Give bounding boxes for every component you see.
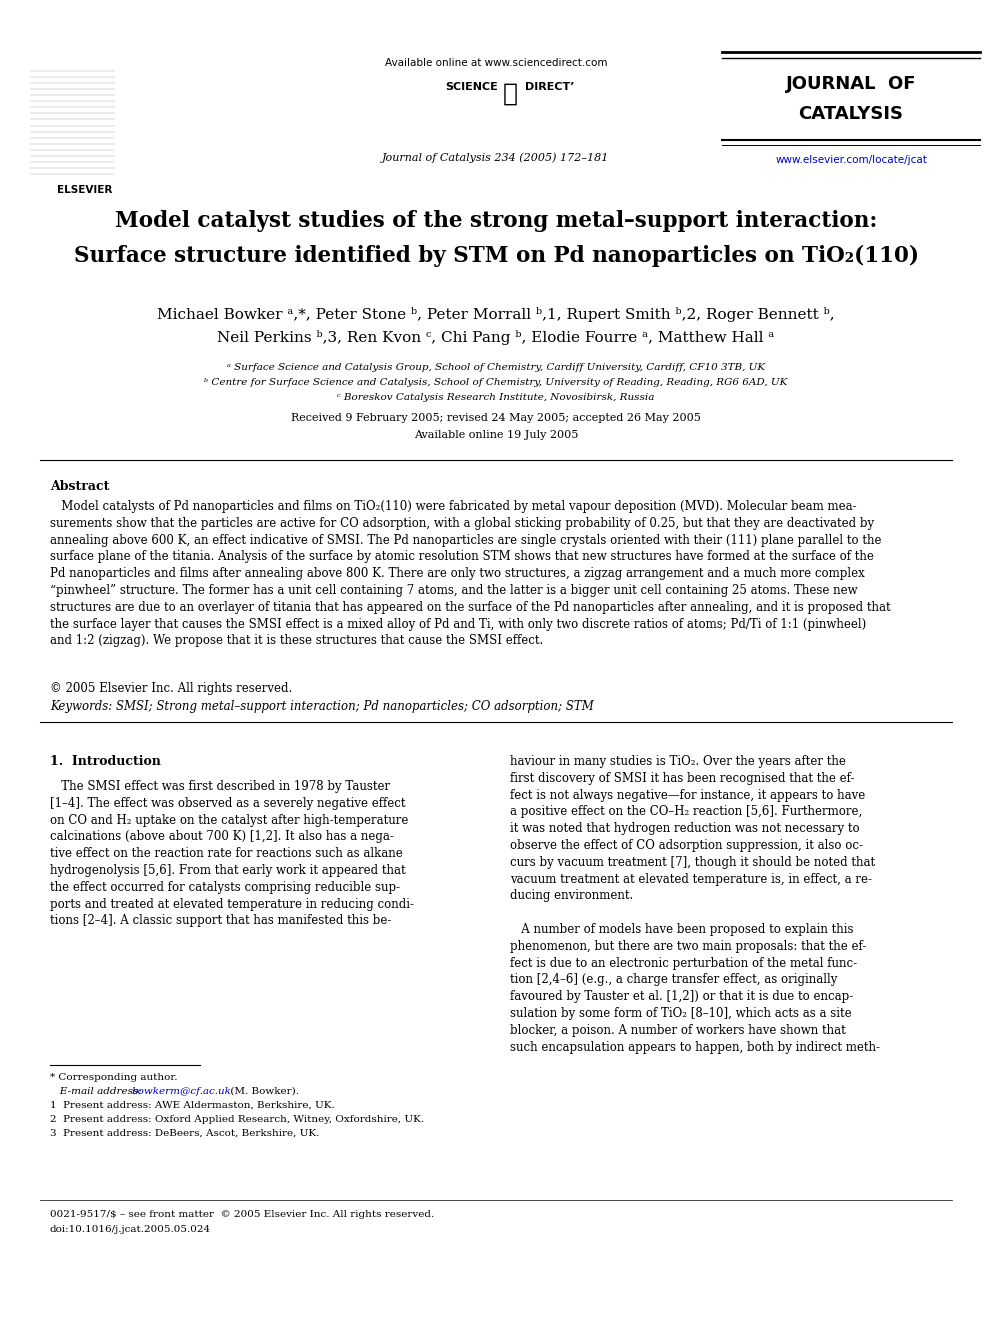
Text: Neil Perkins ᵇ,3, Ren Kvon ᶜ, Chi Pang ᵇ, Elodie Fourre ᵃ, Matthew Hall ᵃ: Neil Perkins ᵇ,3, Ren Kvon ᶜ, Chi Pang ᵇ…: [217, 329, 775, 345]
Text: The SMSI effect was first described in 1978 by Tauster
[1–4]. The effect was obs: The SMSI effect was first described in 1…: [50, 781, 414, 927]
Text: 3  Present address: DeBeers, Ascot, Berkshire, UK.: 3 Present address: DeBeers, Ascot, Berks…: [50, 1129, 319, 1138]
Text: Michael Bowker ᵃ,*, Peter Stone ᵇ, Peter Morrall ᵇ,1, Rupert Smith ᵇ,2, Roger Be: Michael Bowker ᵃ,*, Peter Stone ᵇ, Peter…: [157, 307, 835, 321]
Text: E-mail address:: E-mail address:: [50, 1088, 145, 1095]
Text: (M. Bowker).: (M. Bowker).: [227, 1088, 299, 1095]
Text: * Corresponding author.: * Corresponding author.: [50, 1073, 178, 1082]
Text: doi:10.1016/j.jcat.2005.05.024: doi:10.1016/j.jcat.2005.05.024: [50, 1225, 211, 1234]
Text: 0021-9517/$ – see front matter  © 2005 Elsevier Inc. All rights reserved.: 0021-9517/$ – see front matter © 2005 El…: [50, 1211, 434, 1218]
Text: Journal of Catalysis 234 (2005) 172–181: Journal of Catalysis 234 (2005) 172–181: [382, 152, 610, 163]
Text: www.elsevier.com/locate/jcat: www.elsevier.com/locate/jcat: [775, 155, 927, 165]
Text: CATALYSIS: CATALYSIS: [799, 105, 904, 123]
Text: SCIENCE: SCIENCE: [445, 82, 498, 93]
Text: ELSEVIER: ELSEVIER: [58, 185, 113, 194]
Text: Abstract: Abstract: [50, 480, 109, 493]
Text: Keywords: SMSI; Strong metal–support interaction; Pd nanoparticles; CO adsorptio: Keywords: SMSI; Strong metal–support int…: [50, 700, 594, 713]
Text: 1  Present address: AWE Aldermaston, Berkshire, UK.: 1 Present address: AWE Aldermaston, Berk…: [50, 1101, 334, 1110]
Text: Model catalysts of Pd nanoparticles and films on TiO₂(110) were fabricated by me: Model catalysts of Pd nanoparticles and …: [50, 500, 891, 647]
Text: JOURNAL  OF: JOURNAL OF: [786, 75, 917, 93]
Text: Available online 19 July 2005: Available online 19 July 2005: [414, 430, 578, 441]
Text: Model catalyst studies of the strong metal–support interaction:: Model catalyst studies of the strong met…: [115, 210, 877, 232]
Text: Surface structure identified by STM on Pd nanoparticles on TiO₂(110): Surface structure identified by STM on P…: [73, 245, 919, 267]
Text: ᵇ Centre for Surface Science and Catalysis, School of Chemistry, University of R: ᵇ Centre for Surface Science and Catalys…: [204, 378, 788, 388]
Text: ⓐ: ⓐ: [503, 82, 518, 106]
Text: Received 9 February 2005; revised 24 May 2005; accepted 26 May 2005: Received 9 February 2005; revised 24 May…: [291, 413, 701, 423]
Text: bowkerm@cf.ac.uk: bowkerm@cf.ac.uk: [132, 1088, 232, 1095]
Text: ᵃ Surface Science and Catalysis Group, School of Chemistry, Cardiff University, : ᵃ Surface Science and Catalysis Group, S…: [227, 363, 765, 372]
Text: ᶜ Boreskov Catalysis Research Institute, Novosibirsk, Russia: ᶜ Boreskov Catalysis Research Institute,…: [337, 393, 655, 402]
Text: © 2005 Elsevier Inc. All rights reserved.: © 2005 Elsevier Inc. All rights reserved…: [50, 681, 293, 695]
Text: 2  Present address: Oxford Applied Research, Witney, Oxfordshire, UK.: 2 Present address: Oxford Applied Resear…: [50, 1115, 425, 1125]
Text: haviour in many studies is TiO₂. Over the years after the
first discovery of SMS: haviour in many studies is TiO₂. Over th…: [510, 755, 880, 1053]
Text: Available online at www.sciencedirect.com: Available online at www.sciencedirect.co…: [385, 58, 607, 67]
Text: DIRECT’: DIRECT’: [525, 82, 574, 93]
Text: 1.  Introduction: 1. Introduction: [50, 755, 161, 767]
